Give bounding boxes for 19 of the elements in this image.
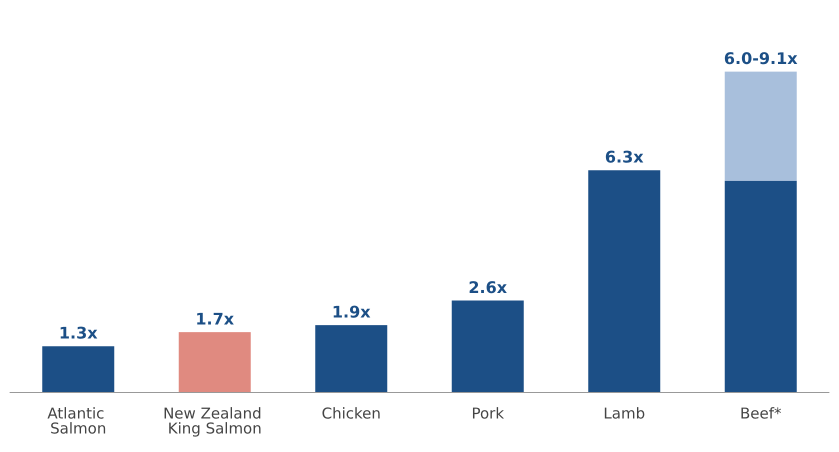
data-label: 6.3x	[604, 148, 644, 167]
x-tick-label: Lamb	[603, 404, 646, 422]
bar	[315, 325, 388, 392]
bar	[724, 72, 797, 181]
bar	[42, 346, 114, 392]
x-tick-label: Chicken	[322, 404, 381, 422]
bar	[178, 332, 251, 392]
x-tick-label: Beef*	[740, 404, 782, 422]
data-label: 6.0-9.1x	[724, 49, 798, 68]
bar	[452, 300, 524, 392]
bar	[588, 170, 660, 392]
x-tick-label: New Zealand King Salmon	[163, 404, 266, 438]
x-tick-label: Atlantic Salmon	[47, 404, 110, 438]
data-label: 1.7x	[195, 310, 235, 329]
bar	[724, 180, 797, 392]
data-label: 1.3x	[58, 324, 98, 343]
data-label: 1.9x	[332, 302, 372, 322]
x-tick-label: Pork	[471, 404, 504, 422]
data-label: 2.6x	[468, 278, 508, 297]
